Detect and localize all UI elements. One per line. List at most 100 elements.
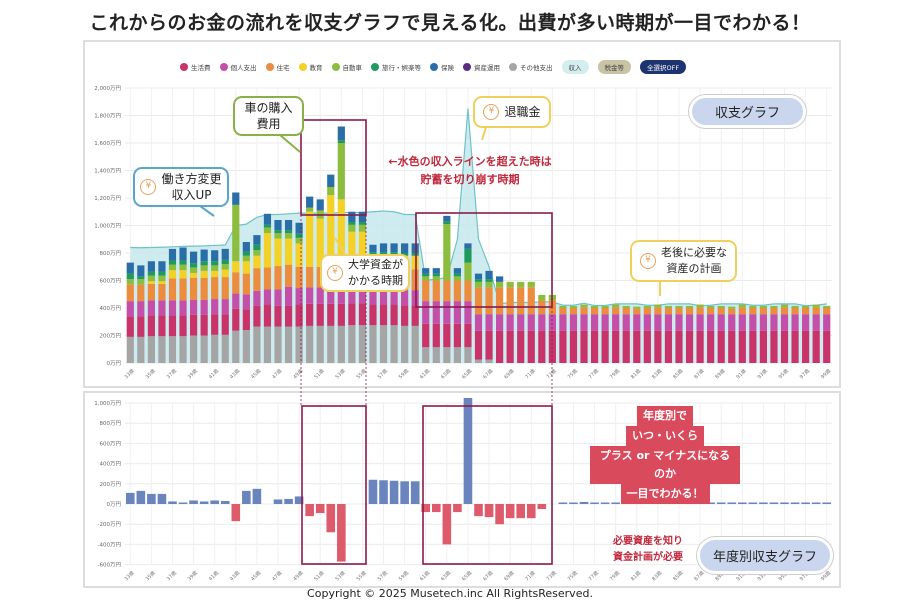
stacked-bar-segment (179, 270, 187, 279)
stacked-bar-segment (601, 330, 609, 363)
stacked-bar-segment (474, 359, 483, 363)
stacked-bar-segment (232, 192, 240, 205)
x-tick-label: 71歳 (524, 367, 537, 380)
legend-item[interactable]: 個人支出 (219, 62, 257, 72)
stacked-bar-segment (527, 314, 535, 331)
y-tick-label: -200万円 (98, 521, 122, 528)
stacked-bar-segment (622, 330, 630, 363)
x-tick-label: 65歳 (460, 367, 473, 380)
stacked-bar-segment (707, 305, 715, 308)
legend-item[interactable]: その他支出 (509, 62, 553, 72)
net-balance-bar (590, 502, 599, 504)
stacked-bar-segment (200, 277, 208, 300)
callout-line: 働き方変更 (161, 172, 222, 186)
callout-line: 資産の計画 (666, 262, 722, 275)
stacked-bar-segment (348, 303, 356, 326)
x-tick-label: 65歳 (460, 569, 473, 582)
net-balance-bar (759, 502, 768, 504)
stacked-bar-segment (211, 265, 219, 271)
y-tick-label: 0万円 (107, 360, 122, 367)
stacked-bar-segment (496, 276, 504, 282)
y-tick-label: 800万円 (100, 420, 122, 427)
stacked-bar-segment (823, 308, 831, 315)
callout-line: 費用 (256, 117, 281, 131)
stacked-bar-segment (401, 243, 409, 253)
stacked-bar-segment (306, 196, 314, 208)
stacked-bar-segment (379, 304, 388, 326)
stacked-bar-segment (221, 259, 229, 264)
stacked-bar-segment (284, 220, 293, 231)
x-tick-label: 45歳 (249, 367, 262, 380)
x-tick-label: 41歳 (207, 569, 220, 582)
legend-item[interactable]: 教育 (298, 62, 323, 72)
stacked-bar-segment (749, 308, 757, 315)
x-tick-label: 59歳 (397, 367, 410, 380)
stacked-bar-segment (728, 306, 736, 309)
stacked-bar-segment (812, 307, 820, 315)
stacked-bar-segment (242, 294, 250, 310)
stacked-bar-segment (168, 300, 177, 316)
stacked-bar-segment (464, 323, 472, 348)
stacked-bar-segment (411, 325, 419, 363)
stacked-bar-segment (569, 330, 578, 363)
stacked-bar-segment (612, 314, 620, 331)
net-balance-bar (790, 502, 800, 504)
stacked-bar-segment (327, 287, 335, 304)
x-tick-label: 75歳 (566, 367, 579, 380)
stacked-bar-segment (390, 252, 398, 256)
legend-toggle-button[interactable]: 収入 (561, 60, 589, 74)
legend-item[interactable]: 保険 (430, 62, 454, 72)
stacked-bar-segment (390, 243, 398, 253)
stacked-bar-segment (242, 255, 250, 262)
legend-item[interactable]: 生活費 (180, 62, 211, 72)
legend-item[interactable]: 資産運用 (463, 62, 500, 72)
stacked-bar-segment (274, 233, 282, 239)
stacked-bar-segment (759, 314, 768, 331)
income-area (130, 108, 827, 363)
x-tick-label: 47歳 (270, 569, 283, 582)
stacked-bar-segment (221, 334, 229, 363)
stacked-bar-segment (284, 238, 293, 265)
stacked-bar-segment (316, 218, 324, 267)
callout-tail (279, 134, 301, 153)
income-line (130, 108, 827, 307)
net-balance-bar (558, 502, 568, 504)
stacked-bar-segment (569, 308, 578, 315)
stacked-bar-segment (253, 255, 261, 269)
callout-line: 収入UP (171, 188, 212, 202)
legend-item[interactable]: 旅行・娯楽等 (371, 62, 421, 72)
stacked-bar-segment (590, 308, 599, 315)
x-tick-label: 35歳 (144, 367, 157, 380)
stacked-bar-segment (327, 187, 335, 196)
net-balance-bar (495, 504, 504, 525)
y-tick-label: 1,800万円 (94, 113, 121, 120)
stacked-bar-segment (211, 270, 219, 278)
net-balance-bar (168, 501, 177, 504)
stacked-bar-segment (348, 224, 356, 232)
x-tick-label: 47歳 (270, 367, 283, 380)
income-expense-graph-label: 収支グラフ (689, 95, 806, 128)
legend-toggle-button[interactable]: 税金等 (597, 60, 631, 74)
stacked-bar-segment (569, 314, 578, 331)
stacked-bar-segment (295, 222, 303, 234)
stacked-bar-segment (422, 280, 430, 302)
y-tick-label: 1,000万円 (94, 400, 121, 407)
net-balance-bar (400, 481, 409, 504)
stacked-bar-segment (147, 300, 155, 316)
legend-dot-icon (265, 63, 274, 71)
stacked-bar-segment (453, 268, 461, 274)
stacked-bar-segment (474, 314, 483, 331)
legend-toggle-button[interactable]: 全選択OFF (640, 60, 687, 74)
legend-item[interactable]: 住宅 (265, 62, 290, 72)
net-balance-bar (199, 501, 209, 504)
stacked-bar-segment (538, 330, 546, 363)
stacked-bar-segment (348, 222, 356, 225)
stacked-bar-segment (664, 305, 673, 308)
stacked-bar-segment (200, 299, 208, 315)
net-balance-bar (326, 504, 336, 533)
legend-item[interactable]: 自動車 (331, 62, 362, 72)
stacked-bar-segment (780, 314, 789, 331)
callout-tail (199, 205, 215, 217)
stacked-bar-segment (411, 253, 419, 256)
y-tick-label: 0万円 (107, 501, 122, 508)
